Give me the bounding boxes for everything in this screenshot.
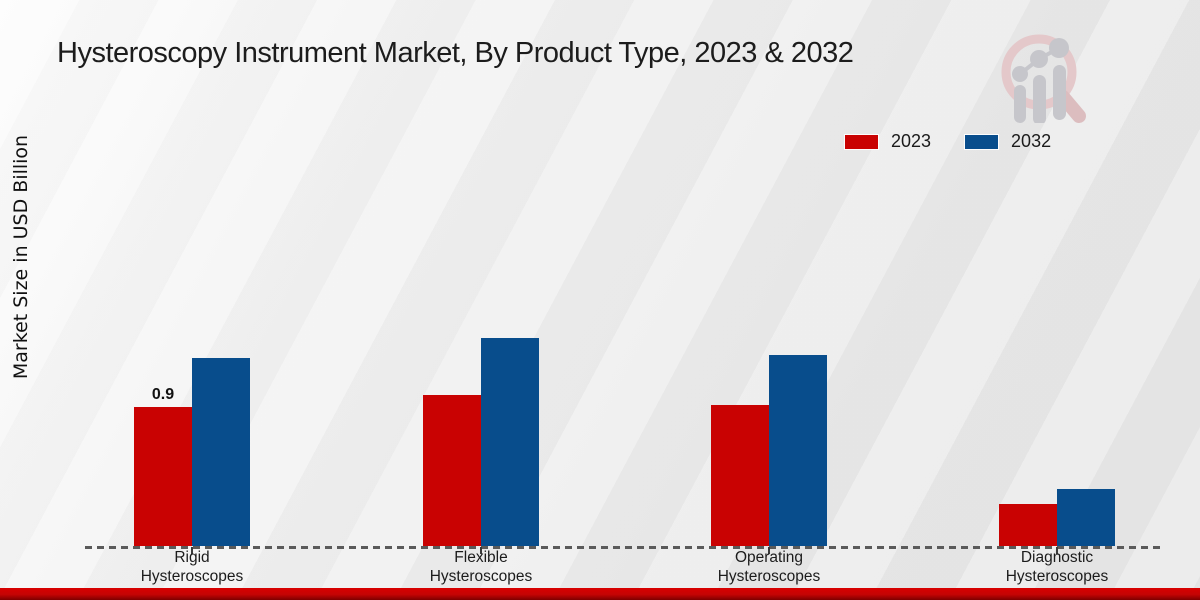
legend-label-2023: 2023	[891, 131, 932, 151]
legend: 2023 2032	[844, 131, 1052, 152]
bar-2023-operating	[711, 405, 769, 546]
x-axis-tick	[1056, 547, 1058, 554]
x-axis-tick	[191, 547, 193, 554]
bar-2032-flexible	[481, 338, 539, 546]
bar-2023-rigid	[134, 407, 192, 546]
legend-item-2032: 2032	[964, 131, 1052, 152]
bar-2032-rigid	[192, 358, 250, 546]
x-axis-tick	[480, 547, 482, 554]
footer-accent-bar	[0, 588, 1200, 600]
bar-2032-diagnostic	[1057, 489, 1115, 546]
legend-item-2023: 2023	[844, 131, 932, 152]
legend-swatch-2032-icon	[964, 133, 1000, 150]
x-axis-tick	[768, 547, 770, 554]
x-axis-category-label: Diagnostic Hysteroscopes	[1005, 549, 1109, 585]
bar-2023-diagnostic	[999, 504, 1057, 546]
legend-label-2032: 2032	[1011, 131, 1052, 151]
bar-data-label: 0.9	[151, 386, 175, 403]
x-axis-baseline	[85, 546, 1162, 549]
bar-2023-flexible	[423, 395, 481, 546]
legend-swatch-2023-icon	[844, 133, 879, 150]
x-axis-category-label: Flexible Hysteroscopes	[429, 549, 533, 585]
x-axis-category-label: Operating Hysteroscopes	[717, 549, 821, 585]
chart-title: Hysteroscopy Instrument Market, By Produ…	[57, 37, 854, 69]
x-axis-category-label: Rigid Hysteroscopes	[140, 549, 244, 585]
bar-2032-operating	[769, 355, 827, 546]
market-research-logo-watermark-icon	[1001, 34, 1086, 123]
